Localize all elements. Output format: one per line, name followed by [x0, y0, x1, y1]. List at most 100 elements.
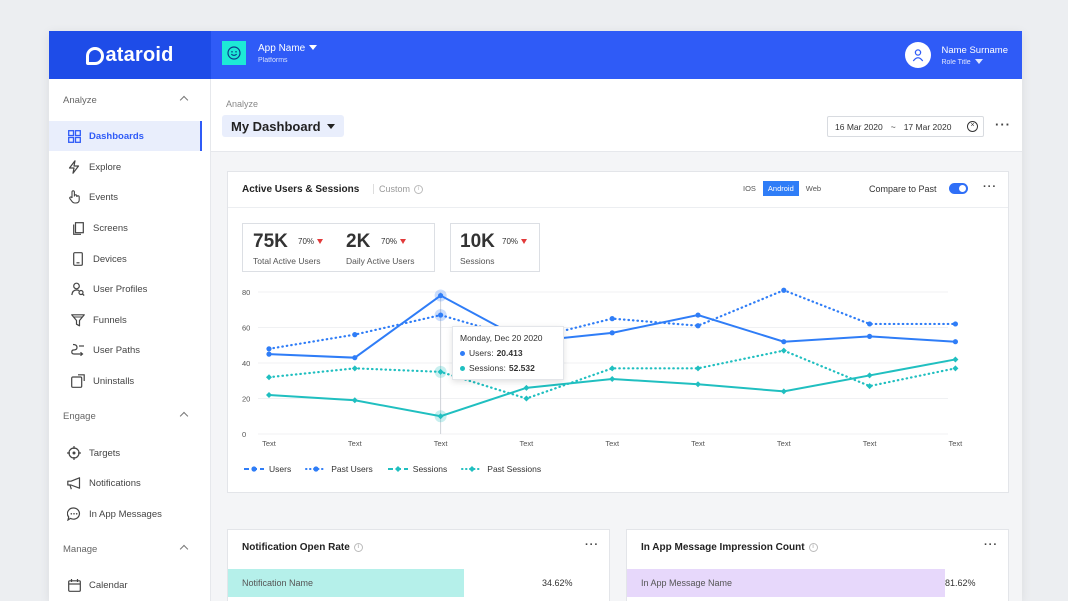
legend-item[interactable]: Past Users — [305, 464, 373, 474]
data-point[interactable] — [866, 383, 873, 390]
data-point[interactable] — [866, 372, 873, 379]
data-point[interactable] — [952, 365, 959, 372]
data-point[interactable] — [266, 346, 272, 352]
app-switcher[interactable]: App Name Platforms — [222, 41, 318, 65]
breadcrumb[interactable]: Analyze — [226, 99, 259, 109]
date-range-picker[interactable]: 16 Mar 2020 ~ 17 Mar 2020 × — [827, 116, 984, 137]
data-point[interactable] — [609, 375, 616, 382]
user-menu[interactable]: Name Surname Role Title — [905, 42, 1008, 68]
table-row[interactable]: In App Message Name 81.62% — [627, 569, 1008, 597]
tab-android[interactable]: Android — [762, 181, 799, 196]
data-point[interactable] — [780, 347, 787, 354]
dashboard-selector[interactable]: My Dashboard — [222, 115, 344, 137]
data-point[interactable] — [867, 321, 873, 327]
sidebar-item-targets[interactable]: Targets — [49, 438, 202, 468]
chevron-up-icon — [179, 544, 189, 554]
info-icon[interactable]: i — [414, 185, 424, 195]
tab-web[interactable]: Web — [805, 184, 822, 193]
kpi-sessions: 10K 70% Sessions — [450, 223, 540, 272]
kpi-value: 75K — [253, 231, 288, 252]
info-icon[interactable]: i — [808, 542, 818, 552]
legend-item[interactable]: Users — [243, 464, 291, 474]
table-row[interactable]: Notification Name 34.62% — [228, 569, 609, 597]
data-point[interactable] — [437, 368, 444, 375]
data-point[interactable] — [867, 333, 873, 339]
info-icon[interactable]: i — [353, 542, 363, 552]
data-point[interactable] — [266, 351, 272, 357]
line-chart: 0 20 40 60 80 Text Text Text Text Text Text Text Tex… — [242, 287, 963, 448]
sidebar-item-label: Uninstalls — [93, 375, 135, 387]
tab-ios[interactable]: IOS — [743, 184, 756, 193]
data-point[interactable] — [609, 330, 615, 336]
data-point[interactable] — [266, 391, 272, 398]
data-point[interactable] — [438, 312, 444, 318]
sidebar-section-analyze[interactable]: Analyze — [63, 95, 189, 106]
sidebar-item-calendar[interactable]: Calendar — [49, 570, 202, 600]
data-point[interactable] — [609, 365, 616, 372]
sidebar-item-dashboards[interactable]: Dashboards — [49, 121, 202, 151]
legend-item[interactable]: Past Sessions — [461, 464, 541, 474]
data-point[interactable] — [351, 365, 358, 372]
y-tick-label: 40 — [242, 359, 250, 368]
tooltip-date: Monday, Dec 20 2020 — [460, 333, 543, 343]
brand-logo[interactable]: ataroid — [49, 31, 211, 79]
custom-label: Custom i — [373, 184, 424, 195]
date-from: 16 Mar 2020 — [835, 121, 883, 132]
data-point[interactable] — [352, 355, 358, 361]
platform-tabs: IOS Android Web — [738, 181, 828, 196]
section-label: Analyze — [63, 95, 97, 106]
data-point[interactable] — [695, 323, 701, 329]
sidebar-section-engage[interactable]: Engage — [63, 411, 189, 422]
sidebar-item-in-app-messages[interactable]: In App Messages — [49, 499, 202, 529]
clear-date-icon[interactable]: × — [967, 121, 978, 132]
data-point[interactable] — [952, 356, 959, 363]
data-point[interactable] — [352, 332, 358, 338]
brand-name: ataroid — [105, 43, 174, 66]
data-point[interactable] — [781, 287, 787, 293]
data-point[interactable] — [437, 413, 444, 420]
x-tick-label: Text — [691, 439, 706, 448]
sidebar-item-user-paths[interactable]: User Paths — [49, 335, 202, 365]
chevron-down-icon — [974, 59, 983, 65]
dashboard-more-icon[interactable]: ··· — [995, 117, 1011, 132]
sidebar-item-uninstalls[interactable]: Uninstalls — [49, 366, 202, 396]
card-more-icon[interactable]: ··· — [983, 181, 997, 193]
data-point[interactable] — [266, 374, 272, 381]
data-point[interactable] — [523, 384, 530, 391]
data-point[interactable] — [695, 312, 701, 318]
legend-swatch-icon — [305, 466, 328, 472]
sidebar-section-manage[interactable]: Manage — [63, 544, 189, 555]
sidebar-item-explore[interactable]: Explore — [49, 152, 202, 182]
sidebar-item-notifications[interactable]: Notifications — [49, 468, 202, 498]
card-more-icon[interactable]: ··· — [585, 539, 599, 551]
legend-item[interactable]: Sessions — [387, 464, 447, 474]
sidebar-item-screens[interactable]: Screens — [49, 213, 202, 243]
path-icon — [67, 343, 89, 357]
data-point[interactable] — [351, 397, 358, 404]
sidebar-item-funnels[interactable]: Funnels — [49, 305, 202, 335]
compare-toggle[interactable] — [949, 183, 968, 194]
data-point[interactable] — [438, 292, 444, 299]
card-more-icon[interactable]: ··· — [984, 539, 998, 551]
app-name: App Name — [258, 42, 306, 54]
sidebar-item-events[interactable]: Events — [49, 182, 202, 212]
legend-label: Users — [269, 464, 292, 474]
kpi-change: 70% — [502, 237, 527, 246]
user-search-icon — [67, 282, 89, 296]
data-point[interactable] — [695, 365, 701, 372]
megaphone-icon — [63, 476, 85, 490]
data-point[interactable] — [523, 395, 530, 402]
data-point[interactable] — [695, 381, 701, 388]
data-point[interactable] — [609, 316, 615, 322]
data-point[interactable] — [781, 339, 787, 345]
data-point[interactable] — [780, 388, 787, 395]
bolt-icon — [63, 160, 85, 174]
data-point[interactable] — [952, 339, 959, 345]
kpi-caption: Total Active Users — [253, 256, 321, 266]
sidebar-item-user-profiles[interactable]: User Profiles — [49, 274, 202, 304]
kpi-caption: Sessions — [460, 256, 495, 266]
user-role: Role Title — [941, 58, 971, 66]
chat-icon — [63, 507, 85, 521]
data-point[interactable] — [952, 321, 959, 327]
sidebar-item-devices[interactable]: Devices — [49, 244, 202, 274]
